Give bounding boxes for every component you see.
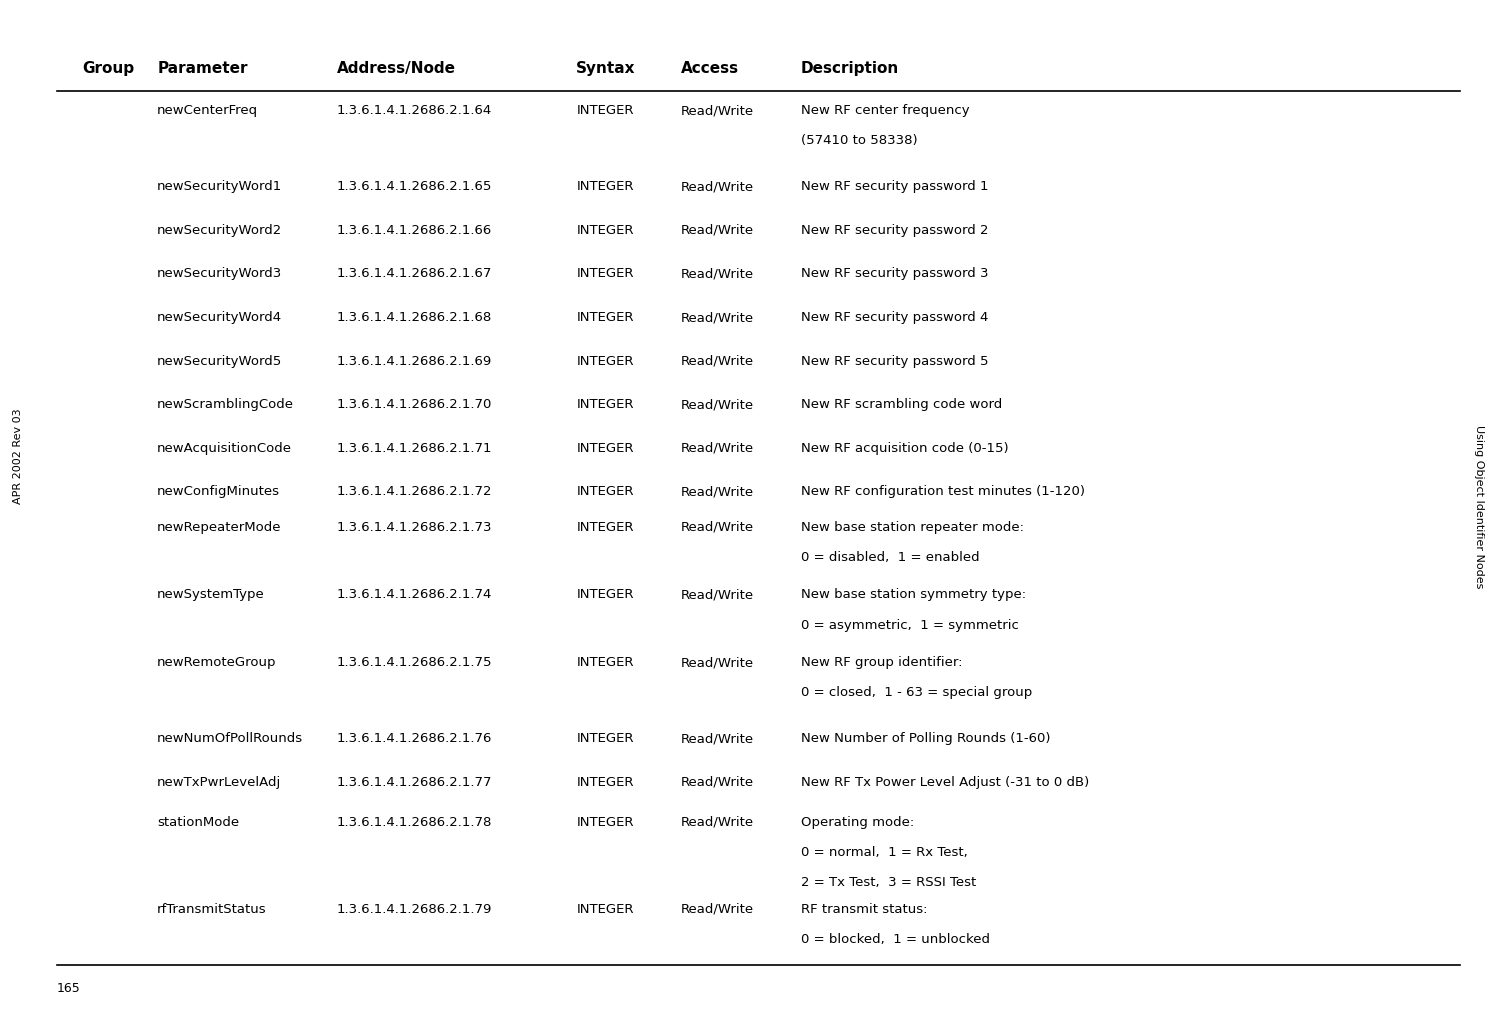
Text: 1.3.6.1.4.1.2686.2.1.66: 1.3.6.1.4.1.2686.2.1.66 bbox=[337, 224, 493, 237]
Text: Read/Write: Read/Write bbox=[681, 311, 754, 324]
Text: Read/Write: Read/Write bbox=[681, 486, 754, 499]
Text: 0 = asymmetric,  1 = symmetric: 0 = asymmetric, 1 = symmetric bbox=[801, 619, 1019, 632]
Text: 1.3.6.1.4.1.2686.2.1.70: 1.3.6.1.4.1.2686.2.1.70 bbox=[337, 399, 493, 412]
Text: INTEGER: INTEGER bbox=[576, 180, 633, 194]
Text: newRemoteGroup: newRemoteGroup bbox=[157, 656, 277, 669]
Text: Read/Write: Read/Write bbox=[681, 104, 754, 118]
Text: newSecurityWord3: newSecurityWord3 bbox=[157, 268, 283, 281]
Text: INTEGER: INTEGER bbox=[576, 104, 633, 118]
Text: Read/Write: Read/Write bbox=[681, 355, 754, 368]
Text: 1.3.6.1.4.1.2686.2.1.73: 1.3.6.1.4.1.2686.2.1.73 bbox=[337, 521, 493, 533]
Text: New Number of Polling Rounds (1-60): New Number of Polling Rounds (1-60) bbox=[801, 732, 1051, 745]
Text: New RF Tx Power Level Adjust (-31 to 0 dB): New RF Tx Power Level Adjust (-31 to 0 d… bbox=[801, 776, 1090, 789]
Text: 1.3.6.1.4.1.2686.2.1.76: 1.3.6.1.4.1.2686.2.1.76 bbox=[337, 732, 493, 745]
Text: Read/Write: Read/Write bbox=[681, 180, 754, 194]
Text: 0 = closed,  1 - 63 = special group: 0 = closed, 1 - 63 = special group bbox=[801, 686, 1031, 700]
Text: 1.3.6.1.4.1.2686.2.1.72: 1.3.6.1.4.1.2686.2.1.72 bbox=[337, 486, 493, 499]
Text: Using Object Identifier Nodes: Using Object Identifier Nodes bbox=[1475, 425, 1484, 589]
Text: Read/Write: Read/Write bbox=[681, 588, 754, 601]
Text: INTEGER: INTEGER bbox=[576, 588, 633, 601]
Text: Read/Write: Read/Write bbox=[681, 815, 754, 828]
Text: newSecurityWord4: newSecurityWord4 bbox=[157, 311, 283, 324]
Text: New RF security password 3: New RF security password 3 bbox=[801, 268, 988, 281]
Text: INTEGER: INTEGER bbox=[576, 656, 633, 669]
Text: Read/Write: Read/Write bbox=[681, 399, 754, 412]
Text: New RF security password 4: New RF security password 4 bbox=[801, 311, 988, 324]
Text: 0 = disabled,  1 = enabled: 0 = disabled, 1 = enabled bbox=[801, 551, 979, 564]
Text: (57410 to 58338): (57410 to 58338) bbox=[801, 135, 918, 147]
Text: APR 2002 Rev 03: APR 2002 Rev 03 bbox=[13, 409, 22, 504]
Text: Read/Write: Read/Write bbox=[681, 732, 754, 745]
Text: 0 = blocked,  1 = unblocked: 0 = blocked, 1 = unblocked bbox=[801, 933, 990, 946]
Text: Group: Group bbox=[82, 61, 135, 76]
Text: newConfigMinutes: newConfigMinutes bbox=[157, 486, 280, 499]
Text: newCenterFreq: newCenterFreq bbox=[157, 104, 259, 118]
Text: New RF acquisition code (0-15): New RF acquisition code (0-15) bbox=[801, 442, 1009, 455]
Text: newRepeaterMode: newRepeaterMode bbox=[157, 521, 281, 533]
Text: 0 = normal,  1 = Rx Test,: 0 = normal, 1 = Rx Test, bbox=[801, 846, 967, 859]
Text: INTEGER: INTEGER bbox=[576, 311, 633, 324]
Text: 165: 165 bbox=[57, 983, 81, 995]
Text: New RF scrambling code word: New RF scrambling code word bbox=[801, 399, 1001, 412]
Text: 1.3.6.1.4.1.2686.2.1.77: 1.3.6.1.4.1.2686.2.1.77 bbox=[337, 776, 493, 789]
Text: New RF center frequency: New RF center frequency bbox=[801, 104, 970, 118]
Text: 1.3.6.1.4.1.2686.2.1.64: 1.3.6.1.4.1.2686.2.1.64 bbox=[337, 104, 493, 118]
Text: INTEGER: INTEGER bbox=[576, 732, 633, 745]
Text: 1.3.6.1.4.1.2686.2.1.68: 1.3.6.1.4.1.2686.2.1.68 bbox=[337, 311, 493, 324]
Text: New base station symmetry type:: New base station symmetry type: bbox=[801, 588, 1025, 601]
Text: 1.3.6.1.4.1.2686.2.1.74: 1.3.6.1.4.1.2686.2.1.74 bbox=[337, 588, 493, 601]
Text: newSecurityWord5: newSecurityWord5 bbox=[157, 355, 283, 368]
Text: stationMode: stationMode bbox=[157, 815, 240, 828]
Text: newScramblingCode: newScramblingCode bbox=[157, 399, 295, 412]
Text: RF transmit status:: RF transmit status: bbox=[801, 902, 928, 916]
Text: New RF security password 2: New RF security password 2 bbox=[801, 224, 988, 237]
Text: INTEGER: INTEGER bbox=[576, 442, 633, 455]
Text: New RF configuration test minutes (1-120): New RF configuration test minutes (1-120… bbox=[801, 486, 1085, 499]
Text: rfTransmitStatus: rfTransmitStatus bbox=[157, 902, 266, 916]
Text: Syntax: Syntax bbox=[576, 61, 636, 76]
Text: 1.3.6.1.4.1.2686.2.1.67: 1.3.6.1.4.1.2686.2.1.67 bbox=[337, 268, 493, 281]
Text: Read/Write: Read/Write bbox=[681, 902, 754, 916]
Text: Read/Write: Read/Write bbox=[681, 442, 754, 455]
Text: 1.3.6.1.4.1.2686.2.1.78: 1.3.6.1.4.1.2686.2.1.78 bbox=[337, 815, 493, 828]
Text: newAcquisitionCode: newAcquisitionCode bbox=[157, 442, 292, 455]
Text: Read/Write: Read/Write bbox=[681, 521, 754, 533]
Text: 1.3.6.1.4.1.2686.2.1.69: 1.3.6.1.4.1.2686.2.1.69 bbox=[337, 355, 493, 368]
Text: Read/Write: Read/Write bbox=[681, 776, 754, 789]
Text: 2 = Tx Test,  3 = RSSI Test: 2 = Tx Test, 3 = RSSI Test bbox=[801, 876, 976, 889]
Text: newSecurityWord2: newSecurityWord2 bbox=[157, 224, 283, 237]
Text: Read/Write: Read/Write bbox=[681, 656, 754, 669]
Text: Access: Access bbox=[681, 61, 740, 76]
Text: newSecurityWord1: newSecurityWord1 bbox=[157, 180, 283, 194]
Text: 1.3.6.1.4.1.2686.2.1.65: 1.3.6.1.4.1.2686.2.1.65 bbox=[337, 180, 493, 194]
Text: Read/Write: Read/Write bbox=[681, 224, 754, 237]
Text: Description: Description bbox=[801, 61, 900, 76]
Text: INTEGER: INTEGER bbox=[576, 815, 633, 828]
Text: newNumOfPollRounds: newNumOfPollRounds bbox=[157, 732, 304, 745]
Text: newSystemType: newSystemType bbox=[157, 588, 265, 601]
Text: 1.3.6.1.4.1.2686.2.1.79: 1.3.6.1.4.1.2686.2.1.79 bbox=[337, 902, 493, 916]
Text: INTEGER: INTEGER bbox=[576, 521, 633, 533]
Text: New RF group identifier:: New RF group identifier: bbox=[801, 656, 963, 669]
Text: New RF security password 5: New RF security password 5 bbox=[801, 355, 988, 368]
Text: Operating mode:: Operating mode: bbox=[801, 815, 915, 828]
Text: INTEGER: INTEGER bbox=[576, 224, 633, 237]
Text: INTEGER: INTEGER bbox=[576, 355, 633, 368]
Text: Address/Node: Address/Node bbox=[337, 61, 455, 76]
Text: INTEGER: INTEGER bbox=[576, 268, 633, 281]
Text: INTEGER: INTEGER bbox=[576, 902, 633, 916]
Text: INTEGER: INTEGER bbox=[576, 486, 633, 499]
Text: INTEGER: INTEGER bbox=[576, 776, 633, 789]
Text: 1.3.6.1.4.1.2686.2.1.71: 1.3.6.1.4.1.2686.2.1.71 bbox=[337, 442, 493, 455]
Text: New RF security password 1: New RF security password 1 bbox=[801, 180, 988, 194]
Text: 1.3.6.1.4.1.2686.2.1.75: 1.3.6.1.4.1.2686.2.1.75 bbox=[337, 656, 493, 669]
Text: Parameter: Parameter bbox=[157, 61, 247, 76]
Text: newTxPwrLevelAdj: newTxPwrLevelAdj bbox=[157, 776, 281, 789]
Text: New base station repeater mode:: New base station repeater mode: bbox=[801, 521, 1024, 533]
Text: Read/Write: Read/Write bbox=[681, 268, 754, 281]
Text: INTEGER: INTEGER bbox=[576, 399, 633, 412]
